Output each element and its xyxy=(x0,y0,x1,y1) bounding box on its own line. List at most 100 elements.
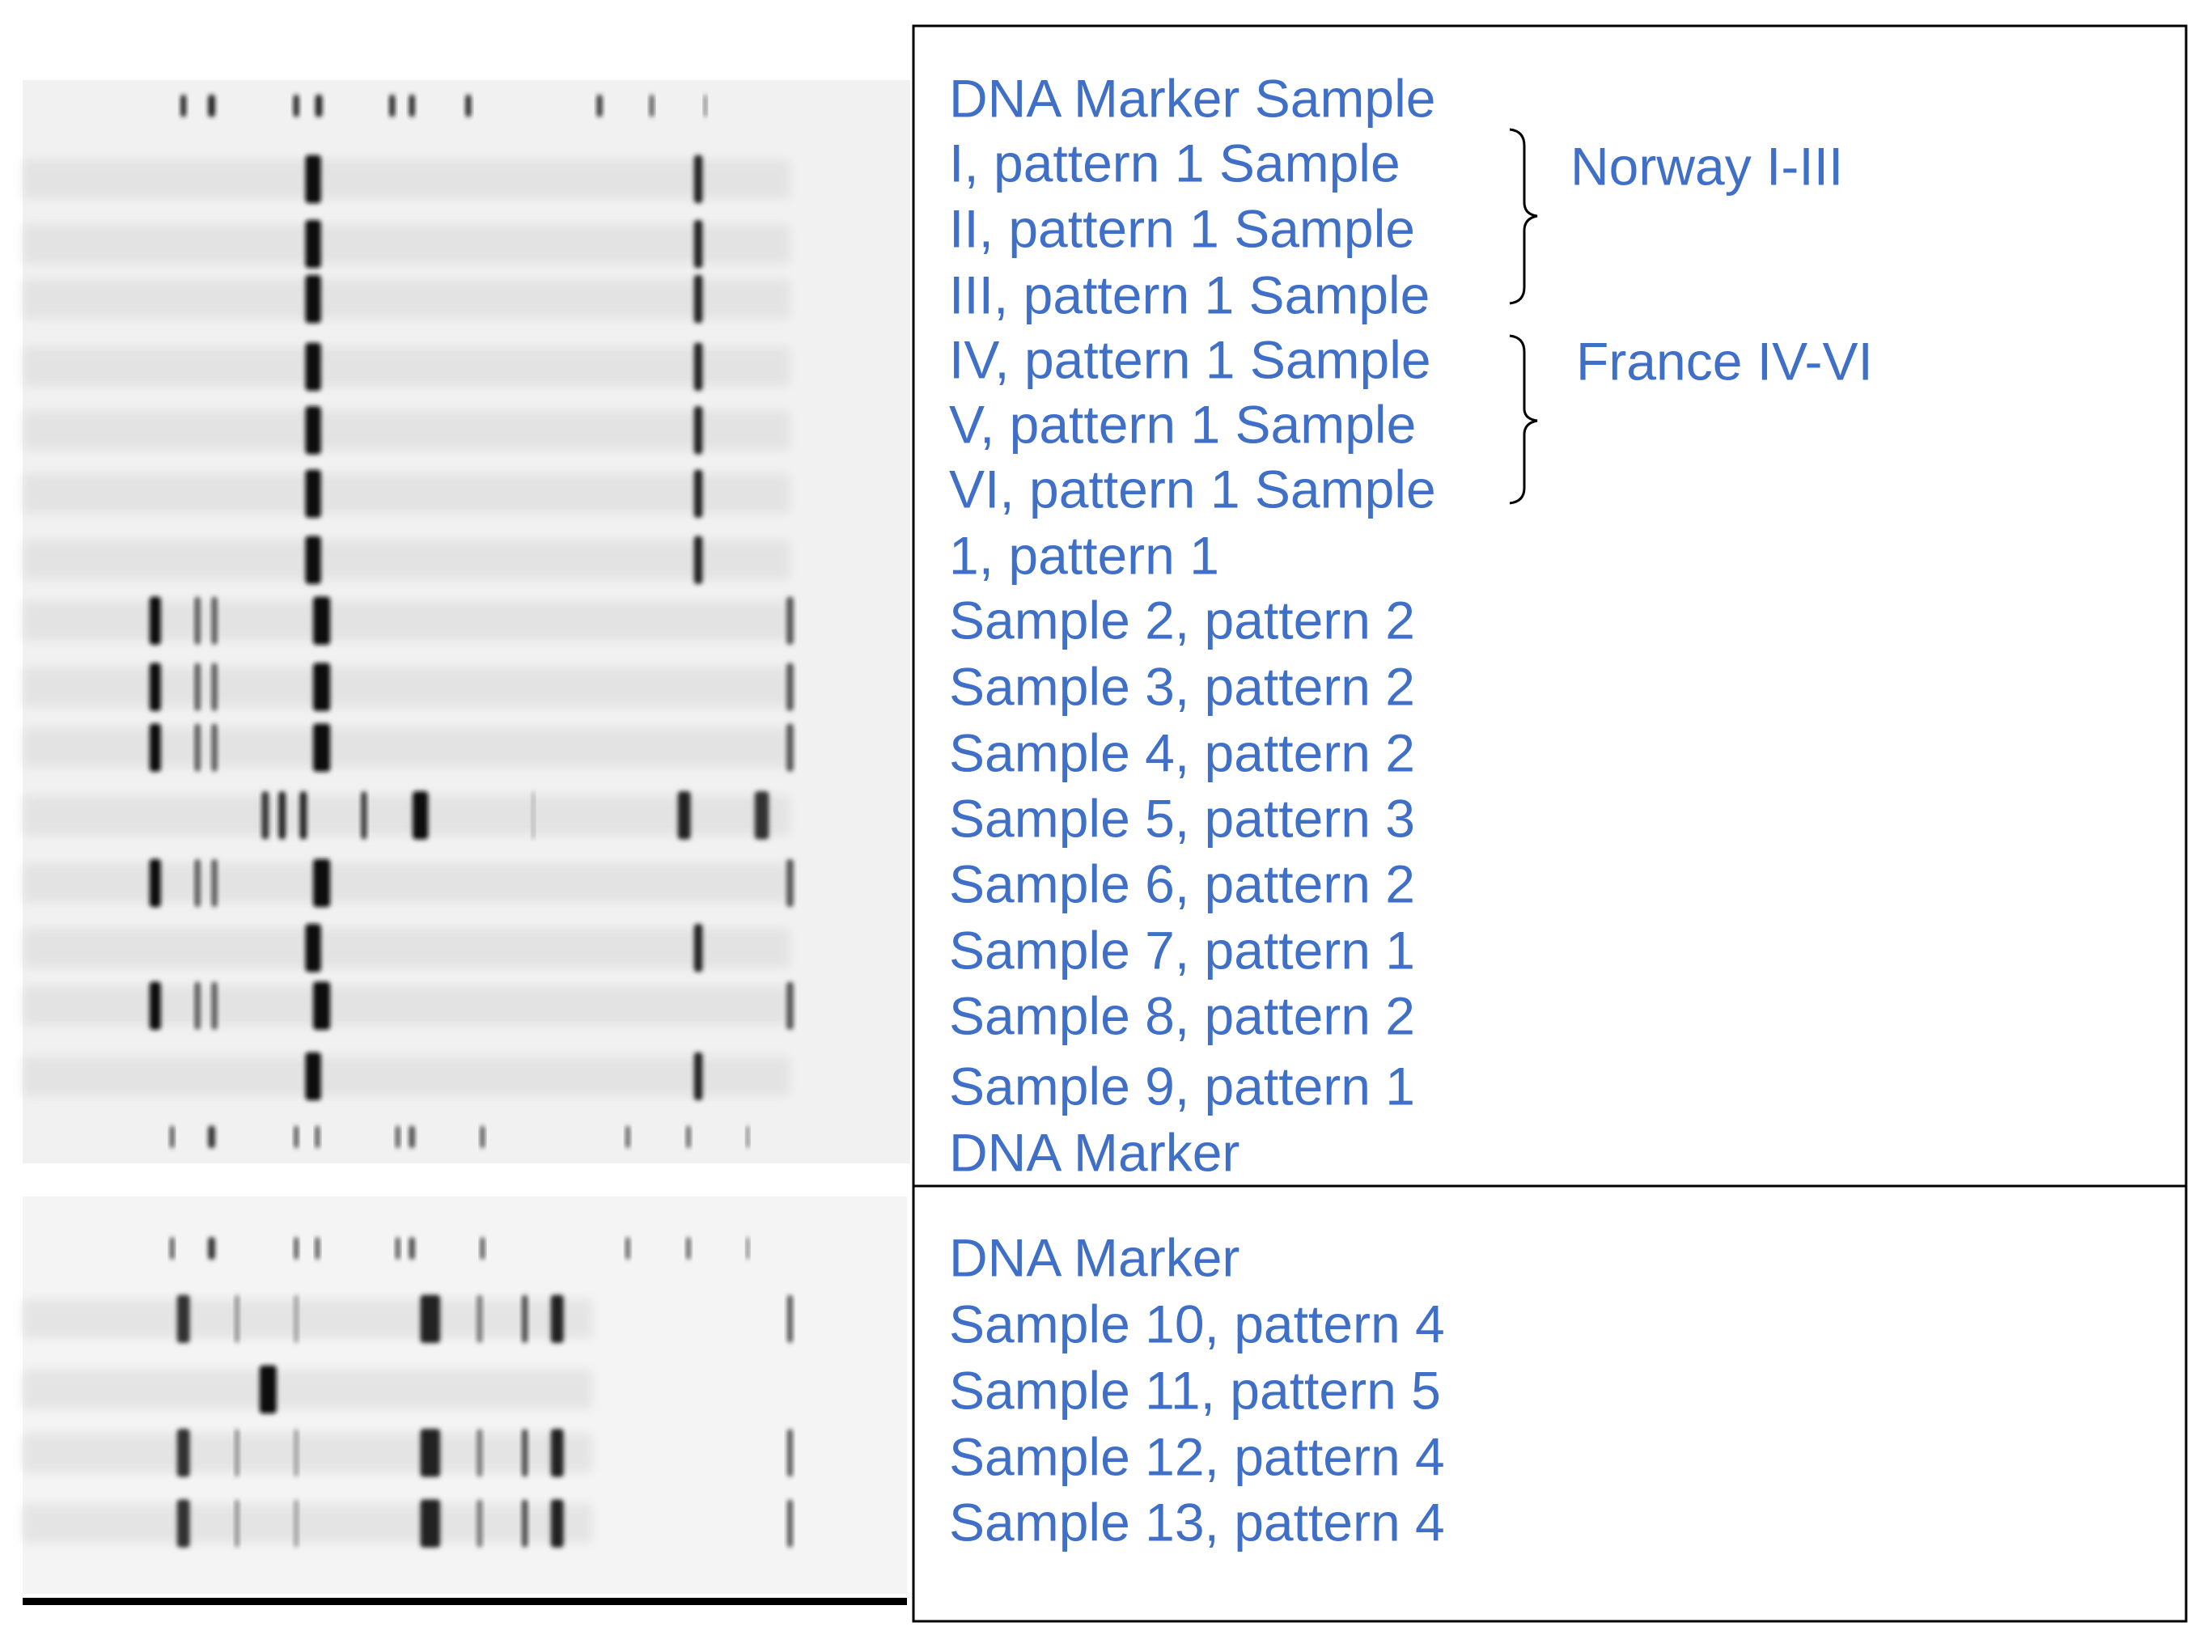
lane-smear xyxy=(23,1056,790,1096)
band xyxy=(170,1237,175,1260)
lane-label: Sample 7, pattern 1 xyxy=(949,920,1415,980)
lane-smear xyxy=(23,279,790,320)
band xyxy=(315,1125,320,1149)
band xyxy=(786,858,794,908)
band xyxy=(315,1237,320,1260)
band xyxy=(176,1294,190,1343)
lane-label: Sample 8, pattern 2 xyxy=(949,985,1415,1045)
band xyxy=(194,663,201,711)
band xyxy=(305,342,321,391)
group-label: Norway I-III xyxy=(1570,136,1843,196)
lane-smear xyxy=(23,1503,593,1544)
band xyxy=(693,155,703,204)
band xyxy=(746,1125,749,1149)
lane-smear xyxy=(23,600,790,641)
lane-smear xyxy=(23,727,790,768)
bracket xyxy=(1509,128,1538,305)
band xyxy=(261,791,269,840)
lane-smear xyxy=(23,346,790,387)
lane-label: Sample 11, pattern 5 xyxy=(949,1360,1441,1420)
band xyxy=(465,94,472,117)
band xyxy=(522,1294,528,1343)
band xyxy=(305,924,321,972)
lane-label: Sample 12, pattern 4 xyxy=(949,1426,1445,1486)
band xyxy=(786,723,794,772)
band xyxy=(649,94,655,117)
band xyxy=(176,1429,190,1477)
band xyxy=(149,663,161,711)
lane-label: IV, pattern 1 Sample xyxy=(949,329,1431,389)
band xyxy=(361,791,367,840)
band xyxy=(389,94,396,117)
band xyxy=(180,94,187,117)
band xyxy=(211,723,218,772)
band xyxy=(294,1125,299,1149)
band xyxy=(208,94,215,117)
scale-bar xyxy=(23,1598,907,1605)
band xyxy=(313,596,331,645)
band xyxy=(420,1499,441,1548)
band xyxy=(625,1237,630,1260)
band xyxy=(211,981,218,1030)
band xyxy=(211,663,218,711)
band xyxy=(693,220,703,269)
lane-label: Sample 13, pattern 4 xyxy=(949,1492,1445,1552)
band xyxy=(313,663,331,711)
band xyxy=(313,858,331,908)
band xyxy=(305,1052,321,1101)
band xyxy=(677,791,691,840)
band xyxy=(420,1294,441,1343)
band xyxy=(686,1237,691,1260)
band xyxy=(480,1237,485,1260)
band xyxy=(170,1125,175,1149)
lane-label: Sample 2, pattern 2 xyxy=(949,590,1415,650)
band xyxy=(305,536,321,584)
lane-label: I, pattern 1 Sample xyxy=(949,133,1401,193)
band xyxy=(259,1365,277,1414)
band xyxy=(532,791,535,840)
band xyxy=(786,1499,793,1548)
band xyxy=(149,981,161,1030)
band xyxy=(235,1429,239,1477)
band xyxy=(294,1499,299,1548)
band xyxy=(194,723,201,772)
band xyxy=(522,1499,528,1548)
lane-smear xyxy=(23,667,790,707)
band xyxy=(420,1429,441,1477)
band xyxy=(149,858,161,908)
lane-smear xyxy=(23,795,790,836)
band xyxy=(208,1125,215,1149)
band xyxy=(786,596,794,645)
band xyxy=(208,1237,215,1260)
band xyxy=(211,596,218,645)
lane-smear xyxy=(23,540,790,580)
band xyxy=(693,275,703,324)
band xyxy=(299,791,307,840)
band xyxy=(522,1429,528,1477)
lane-label: Sample 3, pattern 2 xyxy=(949,656,1415,716)
lane-label: 1, pattern 1 xyxy=(949,525,1219,585)
band xyxy=(693,1052,703,1101)
lane-label: DNA Marker Sample xyxy=(949,68,1436,128)
bracket xyxy=(1509,334,1538,505)
band xyxy=(409,1125,415,1149)
band xyxy=(149,596,161,645)
label-box xyxy=(912,24,2188,1623)
gel-bands xyxy=(23,94,794,1548)
lane-smear xyxy=(23,410,790,451)
band xyxy=(625,1125,630,1149)
lane-smear xyxy=(23,159,790,199)
band xyxy=(693,342,703,391)
band xyxy=(194,596,201,645)
band xyxy=(693,469,703,518)
band xyxy=(786,981,794,1030)
band xyxy=(693,536,703,584)
band xyxy=(693,924,703,972)
lane-label: Sample 9, pattern 1 xyxy=(949,1056,1415,1116)
lane-smear xyxy=(23,863,790,903)
band xyxy=(746,1237,749,1260)
band xyxy=(293,94,299,117)
band xyxy=(477,1499,483,1548)
band xyxy=(176,1499,190,1548)
